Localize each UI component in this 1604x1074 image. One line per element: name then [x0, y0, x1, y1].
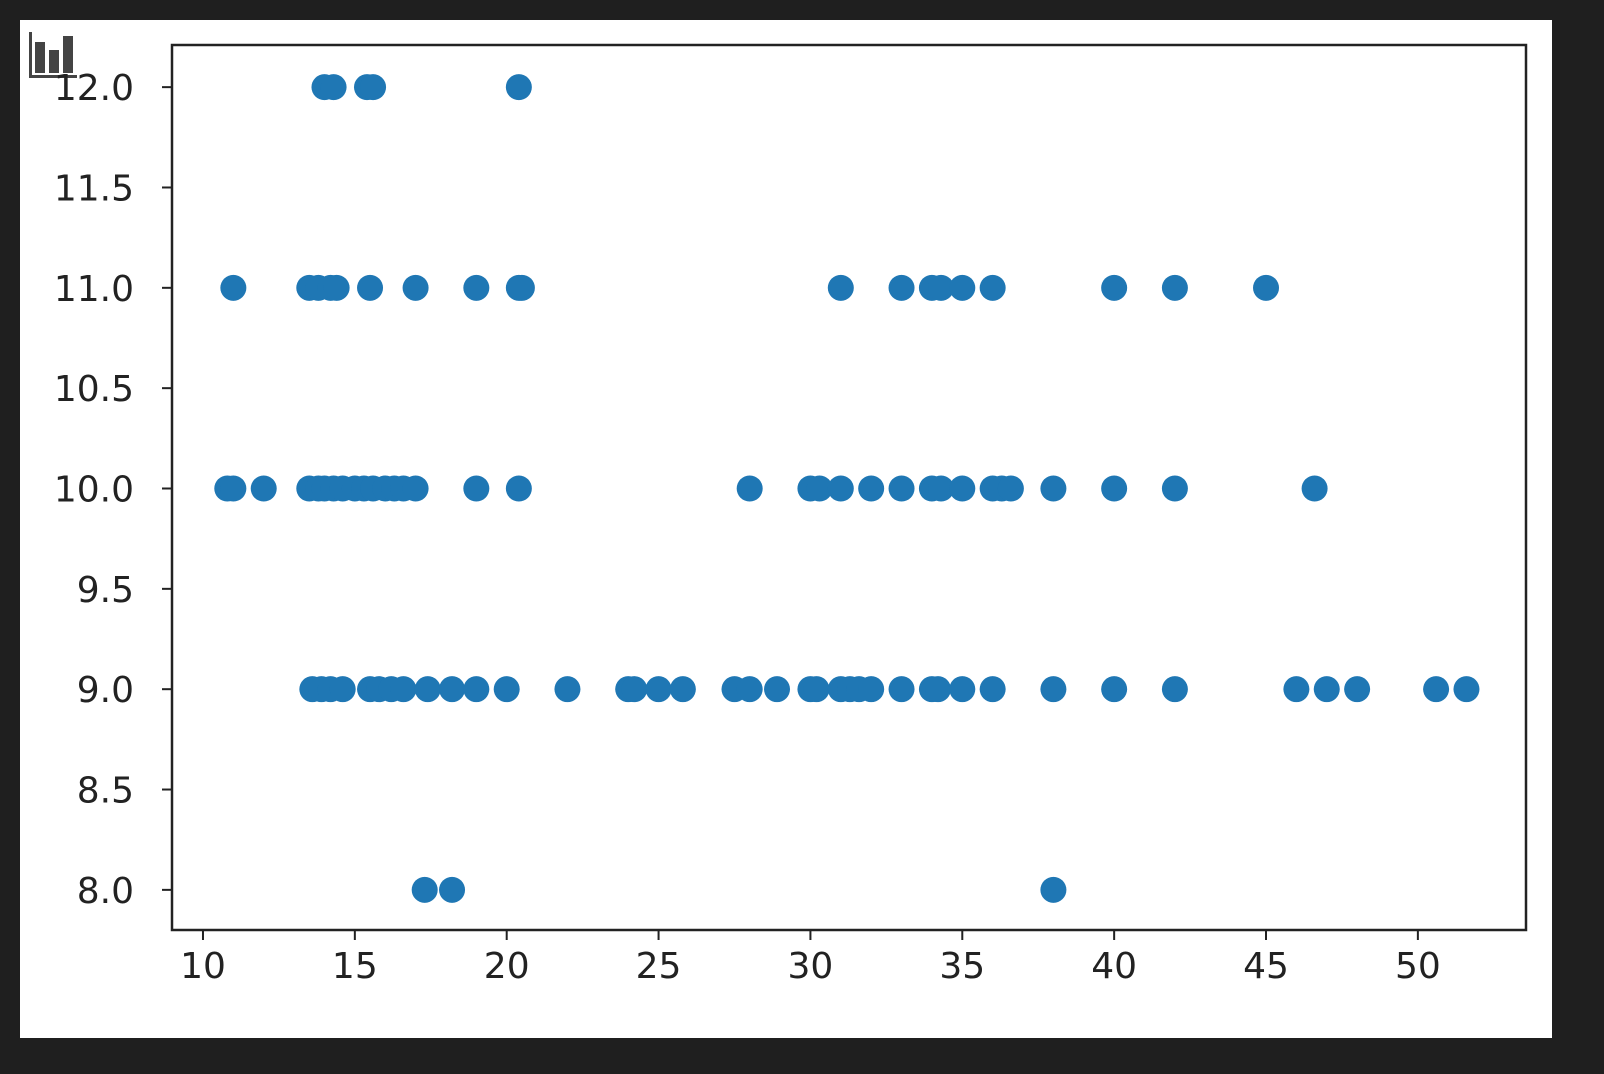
data-point	[1453, 676, 1480, 703]
data-point	[1101, 676, 1128, 703]
data-point	[463, 475, 490, 502]
data-point	[390, 676, 417, 703]
data-point	[827, 274, 854, 301]
y-tick-label: 10.5	[54, 369, 134, 410]
data-point	[621, 676, 648, 703]
data-point	[1344, 676, 1371, 703]
data-point	[1040, 876, 1067, 903]
data-point	[554, 676, 581, 703]
data-point	[979, 274, 1006, 301]
data-point	[764, 676, 791, 703]
x-tick-label: 50	[1395, 946, 1441, 987]
data-point	[220, 274, 247, 301]
data-point	[1253, 274, 1280, 301]
x-tick-label: 45	[1243, 946, 1289, 987]
data-point	[928, 475, 955, 502]
y-tick-label: 10.0	[54, 470, 134, 511]
x-tick-label: 10	[180, 946, 226, 987]
data-point	[1313, 676, 1340, 703]
data-point	[736, 676, 763, 703]
data-point	[323, 274, 350, 301]
data-point	[949, 676, 976, 703]
x-axis: 10 15 20 25 30 35 40 45 50	[180, 930, 1441, 987]
data-point	[320, 74, 347, 101]
x-tick-label: 30	[788, 946, 834, 987]
data-point	[508, 274, 535, 301]
y-tick-label: 11.5	[54, 168, 134, 209]
data-point	[1101, 274, 1128, 301]
data-point	[1161, 676, 1188, 703]
data-point	[1301, 475, 1328, 502]
data-point	[1161, 475, 1188, 502]
data-point	[1283, 676, 1310, 703]
data-point	[669, 676, 696, 703]
data-point	[493, 676, 520, 703]
data-point	[329, 676, 356, 703]
data-point	[949, 475, 976, 502]
data-point	[888, 676, 915, 703]
data-point	[439, 676, 466, 703]
data-point	[1161, 274, 1188, 301]
figure-panel	[20, 20, 1552, 1038]
data-point	[463, 274, 490, 301]
data-point	[858, 475, 885, 502]
data-point	[645, 676, 672, 703]
data-point	[1101, 475, 1128, 502]
data-point	[360, 74, 387, 101]
data-point	[806, 475, 833, 502]
data-point	[736, 475, 763, 502]
data-point	[1423, 676, 1450, 703]
data-point	[858, 676, 885, 703]
data-points	[214, 74, 1480, 903]
data-point	[888, 274, 915, 301]
y-axis: 8.0 8.5 9.0 9.5 10.0 10.5 11.0 11.5 12.0	[54, 68, 172, 912]
data-point	[250, 475, 277, 502]
data-point	[414, 676, 441, 703]
data-point	[505, 74, 532, 101]
data-point	[505, 475, 532, 502]
plot-frame	[170, 43, 1528, 932]
bar-chart-icon[interactable]	[29, 32, 77, 78]
data-point	[803, 676, 830, 703]
data-point	[1040, 676, 1067, 703]
data-point	[888, 475, 915, 502]
data-point	[439, 876, 466, 903]
data-point	[357, 274, 384, 301]
y-tick-label: 8.5	[77, 771, 134, 812]
data-point	[463, 676, 490, 703]
x-tick-label: 15	[332, 946, 378, 987]
x-tick-label: 40	[1091, 946, 1137, 987]
data-point	[402, 274, 429, 301]
x-tick-label: 25	[636, 946, 682, 987]
x-tick-label: 20	[484, 946, 530, 987]
data-point	[997, 475, 1024, 502]
y-tick-label: 9.0	[77, 670, 134, 711]
data-point	[402, 475, 429, 502]
x-tick-label: 35	[939, 946, 985, 987]
y-tick-label: 11.0	[54, 269, 134, 310]
y-tick-label: 9.5	[77, 570, 134, 611]
y-tick-label: 8.0	[77, 871, 134, 912]
data-point	[220, 475, 247, 502]
data-point	[924, 676, 951, 703]
data-point	[979, 676, 1006, 703]
data-point	[1040, 475, 1067, 502]
data-point	[411, 876, 438, 903]
data-point	[827, 475, 854, 502]
data-point	[949, 274, 976, 301]
y-tick-label: 12.0	[54, 68, 134, 109]
data-point	[928, 274, 955, 301]
